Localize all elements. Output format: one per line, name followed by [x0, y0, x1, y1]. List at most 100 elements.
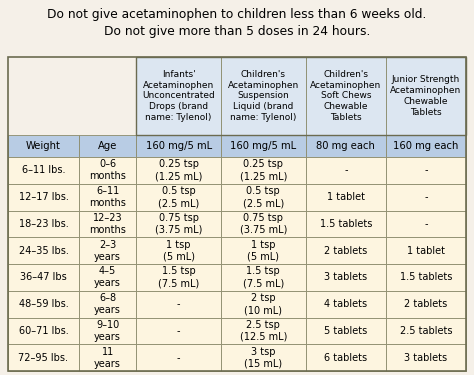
Text: 1 tsp
(5 mL): 1 tsp (5 mL): [163, 240, 195, 262]
Text: 1.5 tablets: 1.5 tablets: [319, 219, 372, 229]
Text: 1 tablet: 1 tablet: [327, 192, 365, 202]
Text: -: -: [424, 219, 428, 229]
Text: Weight: Weight: [26, 141, 61, 151]
Bar: [136, 157, 221, 184]
Text: 2 tablets: 2 tablets: [404, 299, 447, 309]
Text: Age: Age: [98, 141, 117, 151]
Bar: [79, 135, 136, 157]
Bar: [306, 57, 386, 135]
Bar: [221, 264, 306, 291]
Text: 72–95 lbs.: 72–95 lbs.: [18, 352, 69, 363]
Bar: [386, 135, 466, 157]
Bar: [221, 157, 306, 184]
Text: 0.75 tsp
(3.75 mL): 0.75 tsp (3.75 mL): [240, 213, 287, 235]
Bar: [221, 210, 306, 237]
Text: 2.5 tablets: 2.5 tablets: [400, 326, 452, 336]
Bar: [306, 344, 386, 371]
Bar: [136, 237, 221, 264]
Bar: [221, 318, 306, 344]
Bar: [221, 184, 306, 210]
Text: 4–5
years: 4–5 years: [94, 266, 121, 288]
Bar: [306, 237, 386, 264]
Bar: [221, 135, 306, 157]
Text: 3 tablets: 3 tablets: [324, 272, 367, 282]
Bar: [221, 291, 306, 318]
Text: 0.25 tsp
(1.25 mL): 0.25 tsp (1.25 mL): [155, 159, 202, 182]
Bar: [79, 318, 136, 344]
Text: 12–23
months: 12–23 months: [89, 213, 126, 235]
Bar: [386, 291, 466, 318]
Text: 36–47 lbs: 36–47 lbs: [20, 272, 67, 282]
Text: 6–11
months: 6–11 months: [89, 186, 126, 208]
Text: 2.5 tsp
(12.5 mL): 2.5 tsp (12.5 mL): [240, 320, 287, 342]
Text: 160 mg each: 160 mg each: [393, 141, 459, 151]
Bar: [306, 210, 386, 237]
Bar: [8, 157, 79, 184]
Bar: [136, 57, 221, 135]
Bar: [79, 157, 136, 184]
Bar: [8, 57, 466, 371]
Bar: [386, 157, 466, 184]
Text: 160 mg/5 mL: 160 mg/5 mL: [146, 141, 212, 151]
Text: 5 tablets: 5 tablets: [324, 326, 367, 336]
Bar: [386, 237, 466, 264]
Text: 1.5 tsp
(7.5 mL): 1.5 tsp (7.5 mL): [243, 266, 284, 288]
Text: Children's
Acetaminophen
Soft Chews
Chewable
Tablets: Children's Acetaminophen Soft Chews Chew…: [310, 70, 382, 122]
Bar: [8, 344, 79, 371]
Text: 3 tablets: 3 tablets: [404, 352, 447, 363]
Bar: [136, 135, 221, 157]
Bar: [136, 264, 221, 291]
Text: 11
years: 11 years: [94, 346, 121, 369]
Bar: [8, 291, 79, 318]
Bar: [136, 318, 221, 344]
Text: Junior Strength
Acetaminophen
Chewable
Tablets: Junior Strength Acetaminophen Chewable T…: [390, 75, 462, 117]
Text: -: -: [424, 165, 428, 176]
Bar: [79, 344, 136, 371]
Text: Children's
Acetaminophen
Suspension
Liquid (brand
name: Tylenol): Children's Acetaminophen Suspension Liqu…: [228, 70, 299, 122]
Text: 80 mg each: 80 mg each: [316, 141, 375, 151]
Text: -: -: [424, 192, 428, 202]
Text: 0.75 tsp
(3.75 mL): 0.75 tsp (3.75 mL): [155, 213, 202, 235]
Text: 160 mg/5 mL: 160 mg/5 mL: [230, 141, 296, 151]
Bar: [306, 264, 386, 291]
Text: 0.5 tsp
(2.5 mL): 0.5 tsp (2.5 mL): [243, 186, 284, 208]
Bar: [136, 344, 221, 371]
Bar: [136, 210, 221, 237]
Bar: [8, 237, 79, 264]
Text: 0.25 tsp
(1.25 mL): 0.25 tsp (1.25 mL): [240, 159, 287, 182]
Bar: [8, 210, 79, 237]
Text: 1 tsp
(5 mL): 1 tsp (5 mL): [247, 240, 279, 262]
Text: -: -: [344, 165, 347, 176]
Text: 9–10
years: 9–10 years: [94, 320, 121, 342]
Text: 1.5 tablets: 1.5 tablets: [400, 272, 452, 282]
Text: 6–11 lbs.: 6–11 lbs.: [22, 165, 65, 176]
Bar: [386, 344, 466, 371]
Bar: [386, 210, 466, 237]
Text: 60–71 lbs.: 60–71 lbs.: [18, 326, 68, 336]
Bar: [8, 264, 79, 291]
Text: 2–3
years: 2–3 years: [94, 240, 121, 262]
Text: 2 tablets: 2 tablets: [324, 246, 367, 256]
Text: 48–59 lbs.: 48–59 lbs.: [18, 299, 68, 309]
Text: 18–23 lbs.: 18–23 lbs.: [18, 219, 68, 229]
Bar: [306, 184, 386, 210]
Bar: [8, 135, 79, 157]
Bar: [386, 318, 466, 344]
Text: 1.5 tsp
(7.5 mL): 1.5 tsp (7.5 mL): [158, 266, 199, 288]
Bar: [221, 344, 306, 371]
Bar: [221, 57, 306, 135]
Bar: [306, 318, 386, 344]
Text: 6 tablets: 6 tablets: [324, 352, 367, 363]
Bar: [79, 237, 136, 264]
Bar: [8, 318, 79, 344]
Text: 4 tablets: 4 tablets: [324, 299, 367, 309]
Bar: [386, 264, 466, 291]
Text: 12–17 lbs.: 12–17 lbs.: [18, 192, 68, 202]
Bar: [79, 291, 136, 318]
Text: 24–35 lbs.: 24–35 lbs.: [18, 246, 68, 256]
Bar: [79, 184, 136, 210]
Bar: [79, 264, 136, 291]
Text: 0.5 tsp
(2.5 mL): 0.5 tsp (2.5 mL): [158, 186, 199, 208]
Text: Infants'
Acetaminophen
Unconcentrated
Drops (brand
name: Tylenol): Infants' Acetaminophen Unconcentrated Dr…: [142, 70, 215, 122]
Text: 2 tsp
(10 mL): 2 tsp (10 mL): [244, 293, 283, 315]
